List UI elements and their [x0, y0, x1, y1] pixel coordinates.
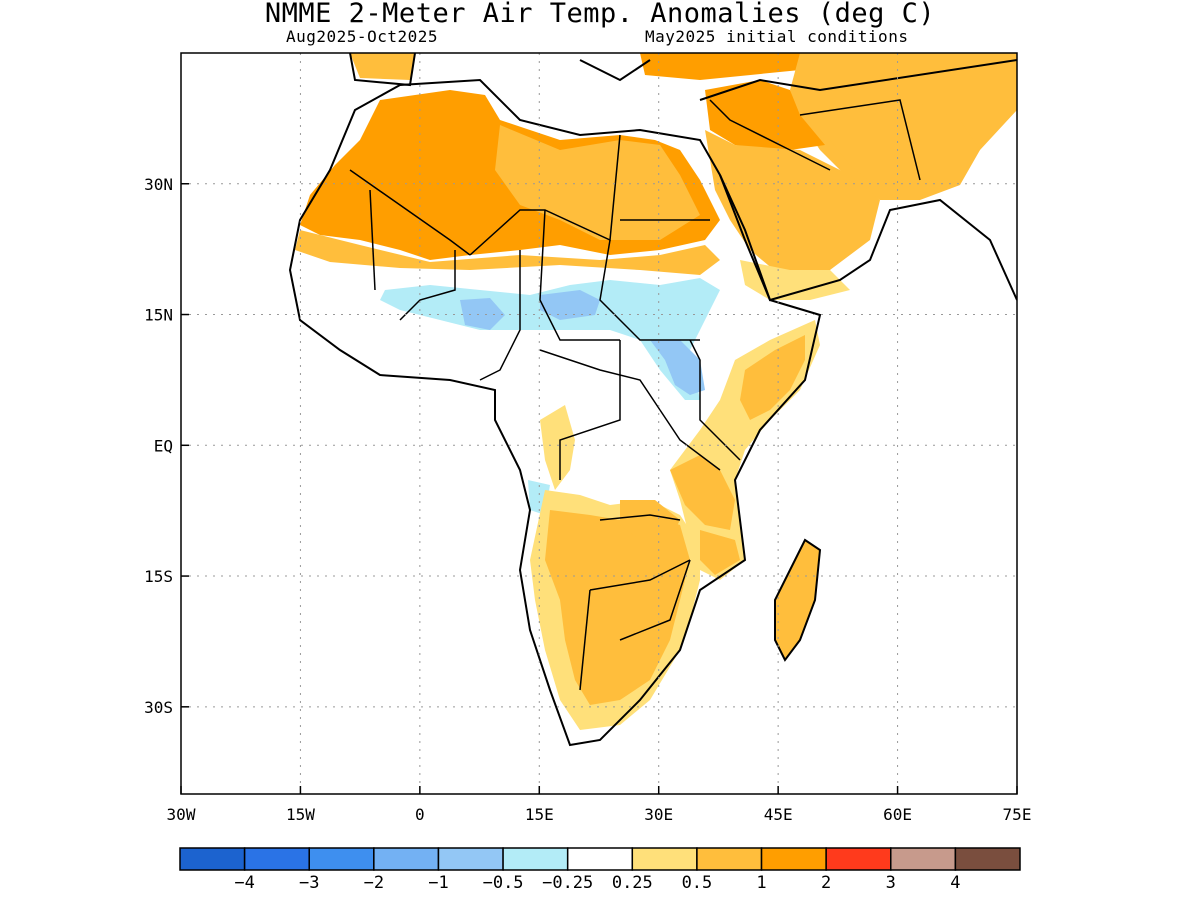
latitude-axis: 30N 15N EQ 15S 30S [144, 175, 189, 717]
colorbar-label: 2 [821, 873, 831, 893]
arabia-warm-1to2 [705, 80, 825, 150]
middle-east-top-warm [640, 53, 800, 80]
colorbar-label: −4 [234, 873, 254, 893]
latitude-tick-label: 15S [144, 567, 173, 586]
colorbar-label: −3 [299, 873, 319, 893]
colorbar-label: −2 [364, 873, 384, 893]
colorbar-swatch [566, 847, 634, 871]
sahara-rim-warm [295, 230, 720, 275]
colorbar-swatch [890, 847, 957, 871]
colorbar-swatch [437, 847, 504, 871]
colorbar-swatch [502, 847, 569, 871]
colorbar-swatch [179, 847, 246, 871]
longitude-tick-label: 75E [1003, 805, 1032, 824]
colorbar-label: 1 [756, 873, 766, 893]
country-borders [349, 99, 921, 691]
longitude-axis: 30W 15W 0 15E 30E 45E 60E 75E [167, 786, 1032, 824]
colorbar-swatch [954, 847, 1021, 871]
colorbar-label: −0.25 [542, 873, 593, 893]
latitude-tick-label: 30S [144, 698, 173, 717]
initial-conditions: May2025 initial conditions [645, 27, 909, 46]
colorbar-label: −0.5 [483, 873, 524, 893]
coastlines [288, 53, 1017, 747]
longitude-tick-label: 60E [883, 805, 912, 824]
gabon-mild-warm [540, 405, 575, 490]
yemen-mild-warm [740, 260, 850, 300]
west-sahel-cool [460, 298, 505, 330]
colorbar-label: 3 [886, 873, 896, 893]
east-africa-warm [670, 455, 735, 530]
longitude-tick-label: 30E [644, 805, 673, 824]
longitude-tick-label: 15E [525, 805, 554, 824]
latitude-tick-label: 30N [144, 175, 173, 194]
longitude-tick-label: 0 [415, 805, 425, 824]
colorbar-swatch [243, 847, 310, 871]
colorbar-swatch [760, 847, 827, 871]
colorbar: −4 −3 −2 −1 −0.5 −0.25 0.25 0.5 1 2 3 4 [179, 847, 1021, 893]
longitude-tick-label: 45E [764, 805, 793, 824]
colorbar-swatch [825, 847, 892, 871]
colorbar-swatch [373, 847, 440, 871]
anomaly-field [288, 53, 1017, 747]
southern-africa-warm [545, 510, 690, 705]
colorbar-swatch [696, 847, 763, 871]
longitude-tick-label: 30W [167, 805, 196, 824]
colorbar-label: −1 [428, 873, 448, 893]
colorbar-label: 0.25 [612, 873, 653, 893]
madagascar-land [775, 540, 820, 660]
colorbar-swatch [631, 847, 698, 871]
colorbar-label: 4 [950, 873, 960, 893]
iran-warm [830, 95, 980, 195]
southern-europe-warm [350, 53, 415, 80]
longitude-tick-label: 15W [286, 805, 315, 824]
colorbar-label: 0.5 [682, 873, 713, 893]
map-title: NMME 2-Meter Air Temp. Anomalies (deg C) [264, 0, 936, 29]
map-frame [180, 52, 1018, 795]
zambia-warm [620, 500, 680, 540]
colorbar-swatch [308, 847, 375, 871]
gridlines [181, 53, 1017, 794]
latitude-tick-label: EQ [154, 436, 173, 455]
mozambique-warm [700, 530, 740, 575]
horn-warm [740, 335, 805, 420]
sahel-cooler [540, 290, 600, 320]
south-sudan-cool [650, 340, 705, 395]
forecast-period: Aug2025-Oct2025 [286, 27, 438, 46]
latitude-tick-label: 15N [144, 306, 173, 325]
